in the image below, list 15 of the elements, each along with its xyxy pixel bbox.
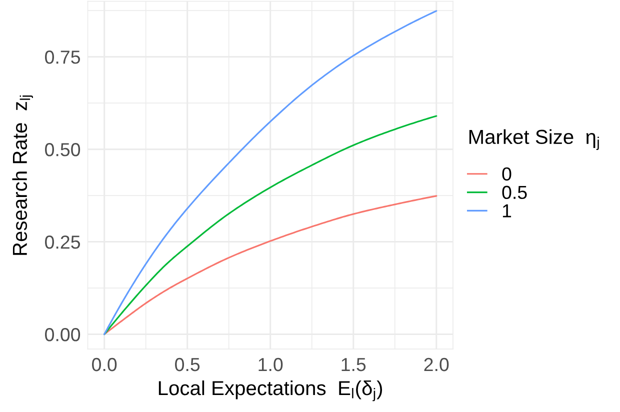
- legend-label: 1: [502, 204, 512, 218]
- legend-title: Market Size η$_{j}$: [469, 129, 599, 150]
- y-tick-label: 0.50: [45, 143, 80, 156]
- y-tick-label: 0.25: [45, 236, 80, 249]
- x-tick-label: 1.0: [258, 358, 283, 372]
- y-tick-label: 0.00: [45, 328, 80, 342]
- x-tick-label: 0.0: [92, 358, 117, 372]
- y-tick-label: 0.75: [45, 50, 80, 64]
- x-axis-title: Local Expectations E$_{l}$(δ$_{j}$): [158, 380, 382, 402]
- y-axis-title: Research Rate z$_{lj}$: [12, 95, 33, 255]
- legend-label: 0: [502, 167, 512, 181]
- x-tick-label: 1.5: [342, 358, 366, 372]
- legend-label: 0.5: [502, 186, 527, 200]
- x-tick-label: 0.5: [175, 358, 200, 372]
- x-tick-label: 2.0: [424, 358, 449, 372]
